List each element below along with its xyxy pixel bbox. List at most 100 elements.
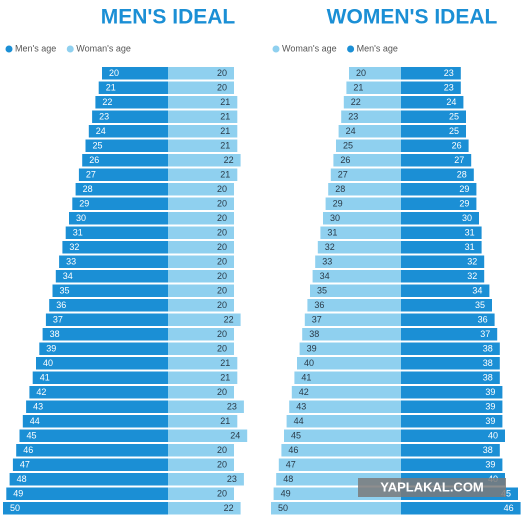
bar — [92, 110, 168, 123]
value-label: 30 — [462, 213, 472, 223]
value-label: 50 — [10, 503, 20, 513]
bar — [95, 96, 168, 109]
value-label: 29 — [79, 199, 89, 209]
value-label: 40 — [488, 431, 498, 441]
value-label: 34 — [320, 271, 330, 281]
value-label: 34 — [63, 271, 73, 281]
value-label: 21 — [220, 112, 230, 122]
bar — [401, 342, 500, 355]
bar — [72, 197, 168, 210]
value-label: 29 — [459, 184, 469, 194]
value-label: 39 — [485, 416, 495, 426]
value-label: 48 — [283, 474, 293, 484]
bar — [310, 284, 401, 297]
value-label: 45 — [26, 431, 36, 441]
bar — [281, 444, 401, 457]
bar — [88, 125, 168, 138]
bar — [16, 444, 169, 457]
bar — [401, 357, 500, 370]
value-label: 32 — [325, 242, 335, 252]
value-label: 32 — [467, 257, 477, 267]
chart-title: MEN'S IDEAL — [101, 6, 236, 29]
legend-label: Men's age — [357, 43, 398, 53]
value-label: 20 — [217, 83, 227, 93]
bar — [297, 357, 401, 370]
bar — [315, 255, 401, 268]
bar — [42, 328, 168, 341]
bar — [401, 313, 495, 326]
value-label: 45 — [291, 431, 301, 441]
bar — [289, 400, 401, 413]
value-label: 41 — [40, 373, 50, 383]
value-label: 24 — [346, 126, 356, 136]
value-label: 20 — [217, 228, 227, 238]
bar — [168, 386, 234, 399]
value-label: 20 — [356, 68, 366, 78]
bar — [78, 168, 168, 181]
bar — [26, 400, 168, 413]
bar — [291, 386, 401, 399]
bar — [294, 371, 401, 384]
bar — [168, 473, 244, 486]
value-label: 28 — [335, 184, 345, 194]
value-label: 32 — [467, 271, 477, 281]
value-label: 47 — [20, 460, 30, 470]
value-label: 39 — [485, 387, 495, 397]
legend-label: Men's age — [15, 43, 56, 53]
bar — [401, 226, 482, 239]
value-label: 21 — [220, 141, 230, 151]
value-label: 20 — [217, 199, 227, 209]
bar — [12, 458, 169, 471]
bar — [62, 241, 168, 254]
bar — [168, 328, 234, 341]
bar — [168, 415, 238, 428]
bar — [168, 81, 234, 94]
bar — [284, 429, 401, 442]
bar — [168, 168, 238, 181]
legend-dot — [272, 45, 280, 53]
value-label: 26 — [89, 155, 99, 165]
bar — [9, 473, 168, 486]
bar — [168, 110, 238, 123]
value-label: 21 — [220, 126, 230, 136]
value-label: 44 — [294, 416, 304, 426]
value-label: 20 — [217, 213, 227, 223]
bar — [330, 168, 401, 181]
value-label: 29 — [333, 199, 343, 209]
bar — [401, 429, 505, 442]
bar — [168, 255, 234, 268]
value-label: 35 — [317, 286, 327, 296]
bar — [52, 284, 168, 297]
bar — [168, 299, 234, 312]
value-label: 20 — [217, 344, 227, 354]
bar — [343, 96, 401, 109]
bar — [6, 487, 168, 500]
value-label: 30 — [76, 213, 86, 223]
bar — [401, 284, 490, 297]
value-label: 40 — [43, 358, 53, 368]
legend-dot — [5, 45, 13, 53]
value-label: 24 — [446, 97, 456, 107]
value-label: 38 — [309, 329, 319, 339]
value-label: 22 — [224, 503, 234, 513]
bar — [307, 299, 401, 312]
value-label: 46 — [288, 445, 298, 455]
bar — [323, 212, 401, 225]
value-label: 42 — [36, 387, 46, 397]
bar — [278, 458, 401, 471]
bar — [401, 386, 503, 399]
bar — [401, 371, 500, 384]
value-label: 25 — [449, 126, 459, 136]
value-label: 26 — [340, 155, 350, 165]
value-label: 22 — [102, 97, 112, 107]
bar — [401, 183, 477, 196]
bar — [401, 212, 479, 225]
value-label: 20 — [217, 68, 227, 78]
bar — [349, 67, 401, 80]
value-label: 20 — [217, 271, 227, 281]
value-label: 26 — [452, 141, 462, 151]
bar — [168, 67, 234, 80]
value-label: 25 — [343, 141, 353, 151]
value-label: 21 — [353, 83, 363, 93]
bar — [168, 154, 241, 167]
